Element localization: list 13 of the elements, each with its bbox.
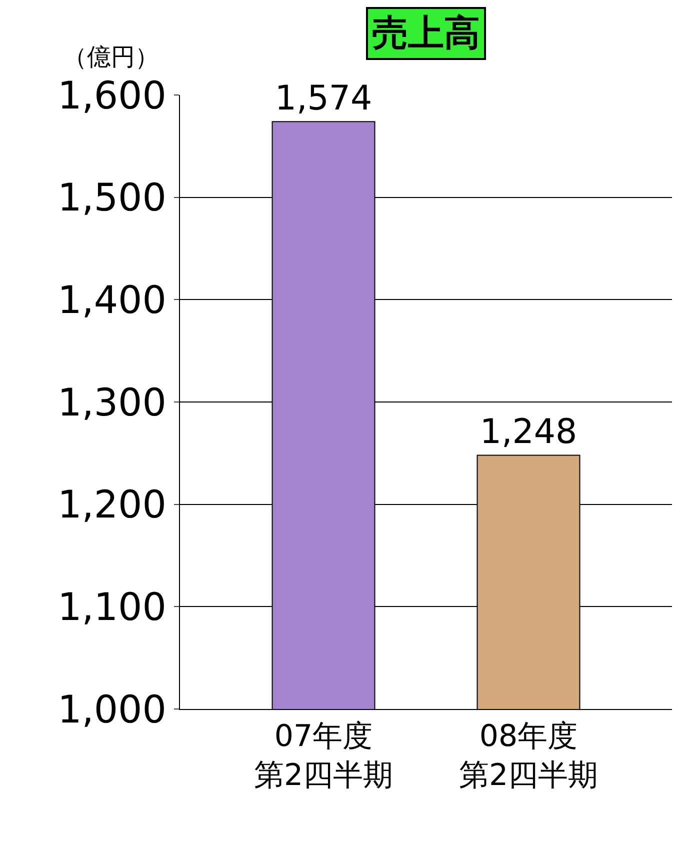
- y-tick-label: 1,500: [58, 176, 166, 220]
- y-axis-title: （億円）: [63, 43, 159, 71]
- y-tick-label: 1,400: [58, 278, 166, 322]
- y-tick-label: 1,300: [58, 380, 166, 424]
- data-label: 1,248: [480, 412, 578, 452]
- y-tick-label: 1,600: [58, 73, 166, 118]
- y-tick-label: 1,200: [58, 482, 166, 527]
- x-tick-label: 08年度第2四半期: [458, 719, 598, 793]
- chart-title: 売上高: [372, 13, 480, 54]
- y-tick-label: 1,100: [58, 584, 166, 629]
- data-label: 1,574: [274, 78, 372, 119]
- x-tick-label: 07年度第2四半期: [254, 719, 394, 793]
- y-tick-label: 1,000: [58, 687, 166, 732]
